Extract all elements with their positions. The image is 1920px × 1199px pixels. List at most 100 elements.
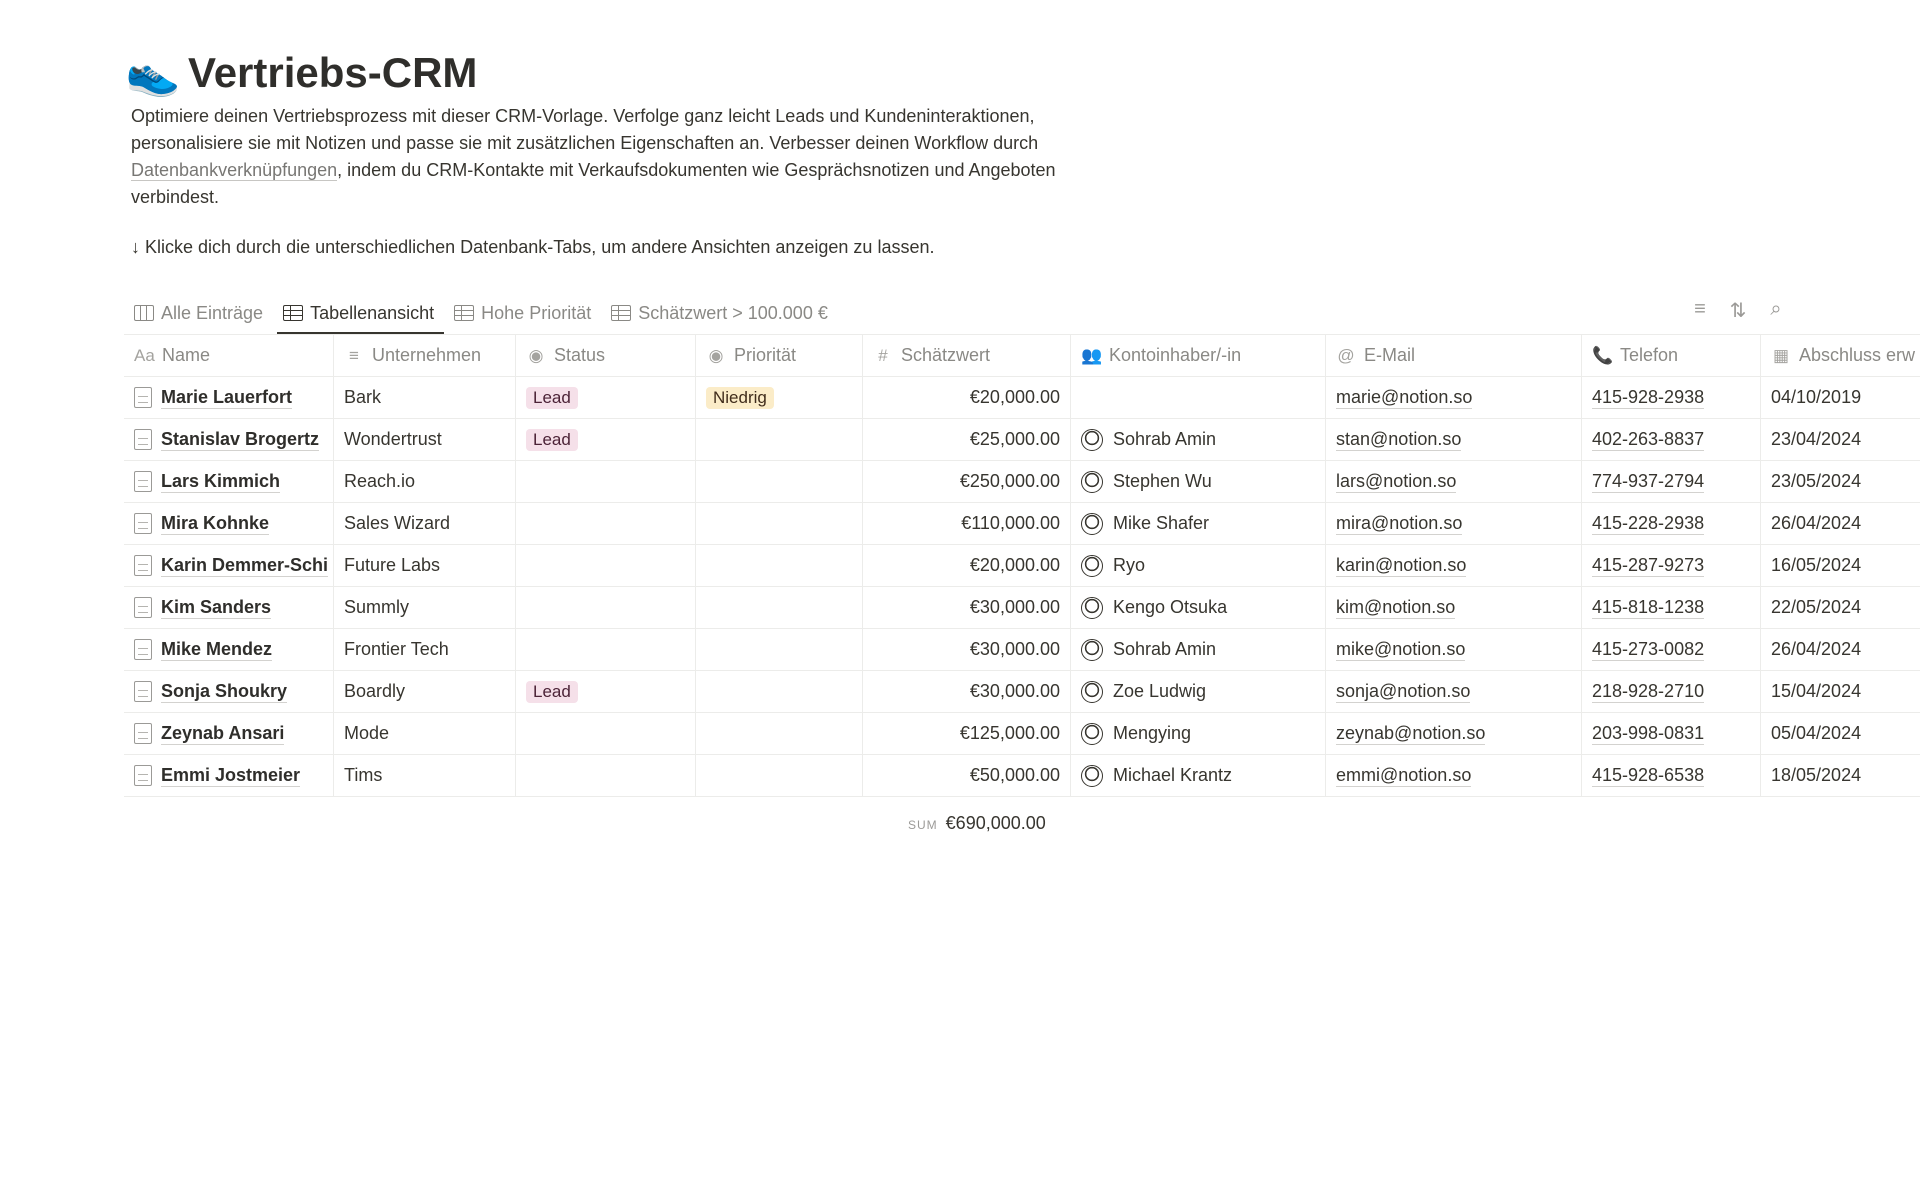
phone-link[interactable]: 218-928-2710 [1592,680,1705,703]
company-cell[interactable]: Tims [334,755,516,796]
name-cell[interactable]: Sonja Shoukry [124,671,334,712]
value-cell[interactable]: €110,000.00 [863,503,1071,544]
name-cell[interactable]: Lars Kimmich [124,461,334,502]
status-cell[interactable] [516,755,696,796]
phone-link[interactable]: 415-273-0082 [1592,638,1705,661]
email-link[interactable]: stan@notion.so [1336,428,1462,451]
filter-icon[interactable]: ≡ [1694,298,1706,320]
email-link[interactable]: zeynab@notion.so [1336,722,1486,745]
company-cell[interactable]: Summly [334,587,516,628]
owner-cell[interactable]: Mengying [1071,713,1326,754]
status-cell[interactable]: Lead [516,671,696,712]
row-name[interactable]: Karin Demmer-Schi [161,554,329,577]
database-relations-link[interactable]: Datenbankverknüpfungen [131,160,338,181]
date-cell[interactable]: 23/04/2024 [1761,419,1920,460]
phone-link[interactable]: 415-928-2938 [1592,386,1705,409]
phone-cell[interactable]: 402-263-8837 [1582,419,1761,460]
owner-cell[interactable]: Sohrab Amin [1071,629,1326,670]
owner-cell[interactable]: Zoe Ludwig [1071,671,1326,712]
email-cell[interactable]: kim@notion.so [1326,587,1582,628]
date-cell[interactable]: 22/05/2024 [1761,587,1920,628]
phone-cell[interactable]: 415-287-9273 [1582,545,1761,586]
date-cell[interactable]: 04/10/2019 [1761,377,1920,418]
email-cell[interactable]: mike@notion.so [1326,629,1582,670]
value-cell[interactable]: €30,000.00 [863,587,1071,628]
column-header[interactable]: # Schätzwert [863,335,1071,376]
company-cell[interactable]: Mode [334,713,516,754]
row-name[interactable]: Mike Mendez [161,638,273,661]
company-cell[interactable]: Bark [334,377,516,418]
column-header[interactable]: 📞 Telefon [1582,335,1761,376]
value-cell[interactable]: €125,000.00 [863,713,1071,754]
priority-cell[interactable] [696,545,863,586]
email-link[interactable]: lars@notion.so [1336,470,1457,493]
email-link[interactable]: kim@notion.so [1336,596,1456,619]
phone-cell[interactable]: 203-998-0831 [1582,713,1761,754]
table-row[interactable]: Emmi Jostmeier Tims €50,000.00 Michael K… [124,755,1920,797]
owner-cell[interactable] [1071,377,1326,418]
tab-2[interactable]: Hohe Priorität [444,292,601,334]
date-cell[interactable]: 15/04/2024 [1761,671,1920,712]
priority-cell[interactable]: Niedrig [696,377,863,418]
table-row[interactable]: Karin Demmer-Schi Future Labs €20,000.00… [124,545,1920,587]
status-cell[interactable] [516,629,696,670]
date-cell[interactable]: 23/05/2024 [1761,461,1920,502]
column-header[interactable]: 👥 Kontoinhaber/-in [1071,335,1326,376]
phone-cell[interactable]: 415-228-2938 [1582,503,1761,544]
row-name[interactable]: Lars Kimmich [161,470,281,493]
phone-cell[interactable]: 415-273-0082 [1582,629,1761,670]
tab-3[interactable]: Schätzwert > 100.000 € [601,292,838,334]
status-cell[interactable] [516,461,696,502]
value-cell[interactable]: €25,000.00 [863,419,1071,460]
phone-link[interactable]: 203-998-0831 [1592,722,1705,745]
table-row[interactable]: Sonja Shoukry Boardly Lead €30,000.00 Zo… [124,671,1920,713]
value-cell[interactable]: €20,000.00 [863,377,1071,418]
email-cell[interactable]: marie@notion.so [1326,377,1582,418]
name-cell[interactable]: Emmi Jostmeier [124,755,334,796]
priority-cell[interactable] [696,587,863,628]
row-name[interactable]: Marie Lauerfort [161,386,293,409]
column-header[interactable]: @ E-Mail [1326,335,1582,376]
name-cell[interactable]: Kim Sanders [124,587,334,628]
email-link[interactable]: mike@notion.so [1336,638,1466,661]
email-link[interactable]: marie@notion.so [1336,386,1473,409]
table-row[interactable]: Zeynab Ansari Mode €125,000.00 Mengying … [124,713,1920,755]
status-cell[interactable] [516,587,696,628]
date-cell[interactable]: 26/04/2024 [1761,503,1920,544]
value-cell[interactable]: €50,000.00 [863,755,1071,796]
owner-cell[interactable]: Sohrab Amin [1071,419,1326,460]
column-header[interactable]: Aa Name [124,335,334,376]
row-name[interactable]: Emmi Jostmeier [161,764,301,787]
priority-cell[interactable] [696,755,863,796]
phone-cell[interactable]: 218-928-2710 [1582,671,1761,712]
table-row[interactable]: Marie Lauerfort Bark Lead Niedrig €20,00… [124,377,1920,419]
owner-cell[interactable]: Michael Krantz [1071,755,1326,796]
company-cell[interactable]: Frontier Tech [334,629,516,670]
row-name[interactable]: Zeynab Ansari [161,722,285,745]
date-cell[interactable]: 18/05/2024 [1761,755,1920,796]
email-cell[interactable]: lars@notion.so [1326,461,1582,502]
owner-cell[interactable]: Stephen Wu [1071,461,1326,502]
status-cell[interactable] [516,713,696,754]
email-cell[interactable]: zeynab@notion.so [1326,713,1582,754]
date-cell[interactable]: 16/05/2024 [1761,545,1920,586]
value-cell[interactable]: €30,000.00 [863,671,1071,712]
priority-cell[interactable] [696,419,863,460]
priority-cell[interactable] [696,629,863,670]
value-cell[interactable]: €250,000.00 [863,461,1071,502]
email-cell[interactable]: karin@notion.so [1326,545,1582,586]
owner-cell[interactable]: Kengo Otsuka [1071,587,1326,628]
row-name[interactable]: Sonja Shoukry [161,680,288,703]
owner-cell[interactable]: Ryo [1071,545,1326,586]
phone-link[interactable]: 415-228-2938 [1592,512,1705,535]
sum-footer[interactable]: SUM €690,000.00 [908,813,1046,834]
priority-cell[interactable] [696,713,863,754]
phone-link[interactable]: 402-263-8837 [1592,428,1705,451]
phone-cell[interactable]: 415-928-6538 [1582,755,1761,796]
email-link[interactable]: mira@notion.so [1336,512,1463,535]
search-icon[interactable]: ⌕ [1770,298,1782,320]
name-cell[interactable]: Marie Lauerfort [124,377,334,418]
tab-0[interactable]: Alle Einträge [124,292,273,334]
phone-link[interactable]: 415-818-1238 [1592,596,1705,619]
priority-cell[interactable] [696,503,863,544]
